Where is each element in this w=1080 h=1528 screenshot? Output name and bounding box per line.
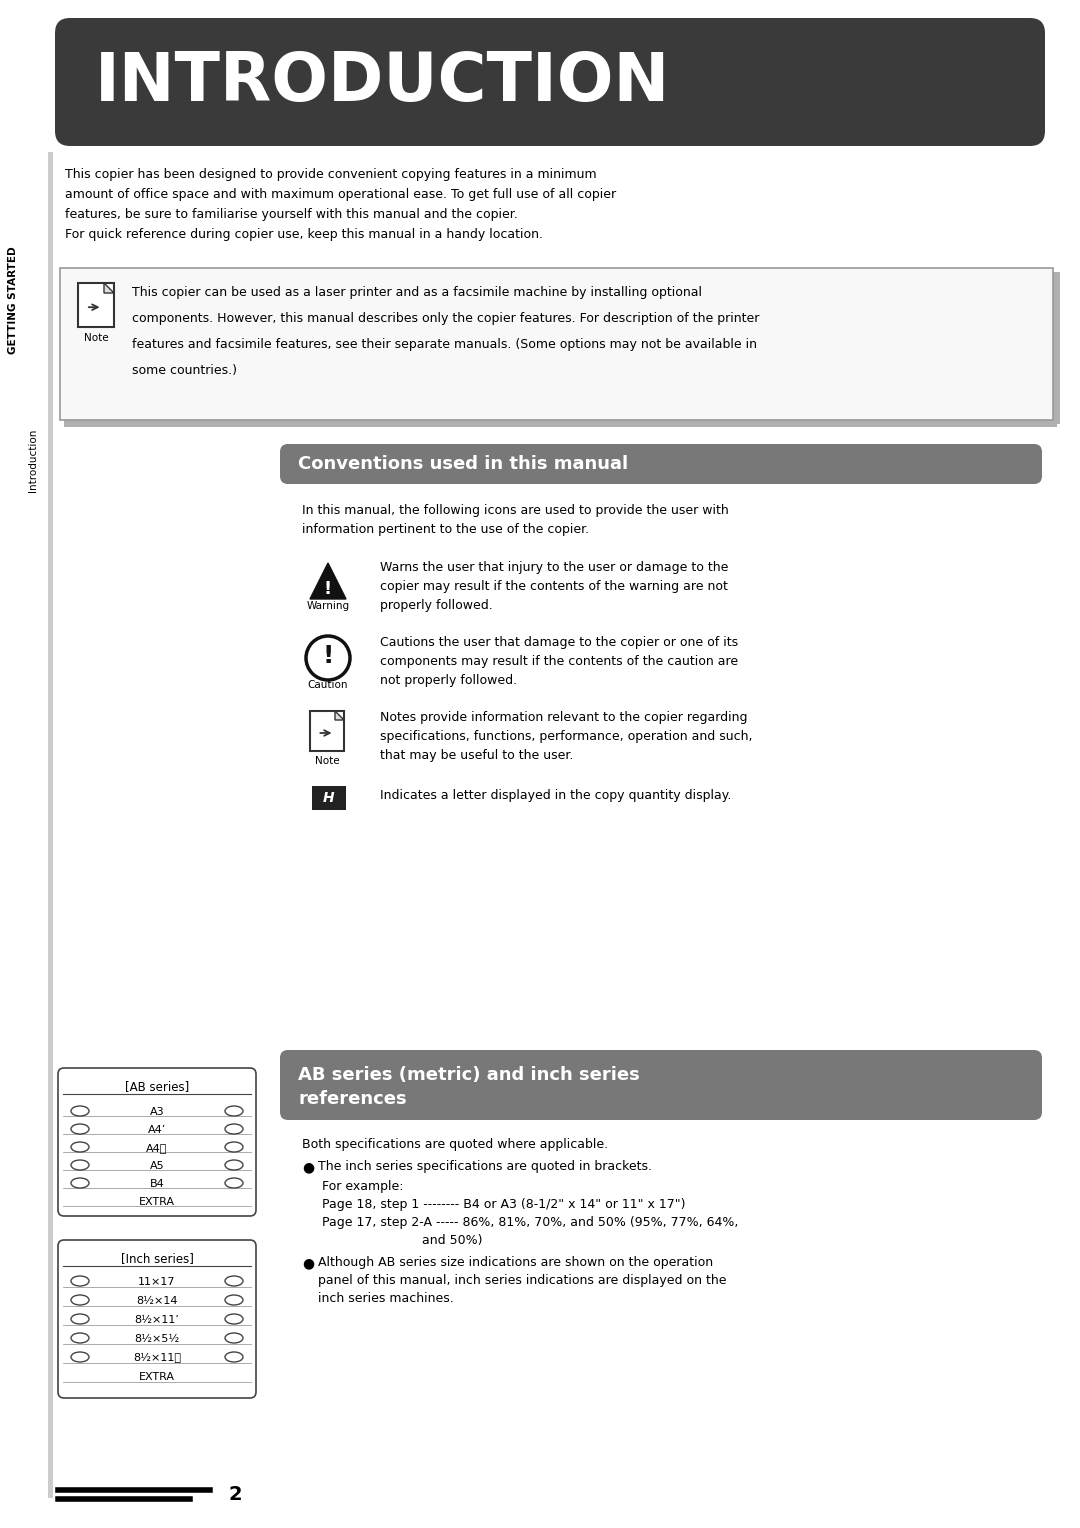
Text: Warns the user that injury to the user or damage to the: Warns the user that injury to the user o… (380, 561, 728, 575)
FancyBboxPatch shape (280, 445, 1042, 484)
Ellipse shape (71, 1352, 89, 1361)
Text: amount of office space and with maximum operational ease. To get full use of all: amount of office space and with maximum … (65, 188, 616, 202)
Ellipse shape (225, 1276, 243, 1287)
Text: Cautions the user that damage to the copier or one of its: Cautions the user that damage to the cop… (380, 636, 738, 649)
Text: A5: A5 (150, 1161, 164, 1170)
Text: Notes provide information relevant to the copier regarding: Notes provide information relevant to th… (380, 711, 747, 724)
Bar (310, 711, 345, 750)
Text: For quick reference during copier use, keep this manual in a handy location.: For quick reference during copier use, k… (65, 228, 543, 241)
Text: B4: B4 (150, 1180, 164, 1189)
Ellipse shape (71, 1106, 89, 1115)
Text: features, be sure to familiarise yourself with this manual and the copier.: features, be sure to familiarise yoursel… (65, 208, 517, 222)
Text: Warning: Warning (307, 601, 350, 611)
Text: Both specifications are quoted where applicable.: Both specifications are quoted where app… (302, 1138, 608, 1151)
Ellipse shape (71, 1314, 89, 1323)
Text: Conventions used in this manual: Conventions used in this manual (298, 455, 629, 474)
Text: Note: Note (314, 756, 339, 766)
Circle shape (306, 636, 350, 680)
FancyBboxPatch shape (58, 1068, 256, 1216)
Text: some countries.): some countries.) (132, 364, 237, 377)
Ellipse shape (225, 1314, 243, 1323)
Text: INTRODUCTION: INTRODUCTION (95, 49, 671, 115)
Text: properly followed.: properly followed. (380, 599, 492, 613)
Text: panel of this manual, inch series indications are displayed on the: panel of this manual, inch series indica… (318, 1274, 727, 1287)
Text: Page 17, step 2-A ----- 86%, 81%, 70%, and 50% (95%, 77%, 64%,: Page 17, step 2-A ----- 86%, 81%, 70%, a… (322, 1216, 739, 1229)
FancyBboxPatch shape (280, 1050, 1042, 1120)
Text: EXTRA: EXTRA (139, 1372, 175, 1381)
Ellipse shape (225, 1106, 243, 1115)
Text: specifications, functions, performance, operation and such,: specifications, functions, performance, … (380, 730, 753, 743)
Ellipse shape (225, 1160, 243, 1170)
Text: components. However, this manual describes only the copier features. For descrip: components. However, this manual describ… (132, 312, 759, 325)
Bar (78, 283, 114, 327)
Text: ●: ● (302, 1256, 314, 1270)
Text: copier may result if the contents of the warning are not: copier may result if the contents of the… (380, 581, 728, 593)
Text: 8½×11’: 8½×11’ (135, 1316, 179, 1325)
Bar (48, 151, 53, 1497)
Text: components may result if the contents of the caution are: components may result if the contents of… (380, 656, 738, 668)
Text: In this manual, the following icons are used to provide the user with: In this manual, the following icons are … (302, 504, 729, 516)
Text: !: ! (322, 643, 334, 668)
Text: features and facsimile features, see their separate manuals. (Some options may n: features and facsimile features, see the… (132, 338, 757, 351)
Ellipse shape (71, 1296, 89, 1305)
Text: [AB series]: [AB series] (125, 1080, 189, 1093)
Ellipse shape (225, 1141, 243, 1152)
Text: ●: ● (302, 1160, 314, 1174)
Text: Page 18, step 1 -------- B4 or A3 (8-1/2" x 14" or 11" x 17"): Page 18, step 1 -------- B4 or A3 (8-1/2… (322, 1198, 686, 1212)
Ellipse shape (71, 1276, 89, 1287)
Text: 8½×5½: 8½×5½ (134, 1334, 179, 1345)
Text: H: H (323, 792, 335, 805)
Text: Indicates a letter displayed in the copy quantity display.: Indicates a letter displayed in the copy… (380, 788, 731, 802)
Text: A3: A3 (150, 1106, 164, 1117)
Text: inch series machines.: inch series machines. (318, 1293, 454, 1305)
Ellipse shape (225, 1178, 243, 1187)
Ellipse shape (71, 1160, 89, 1170)
Polygon shape (335, 711, 345, 720)
FancyBboxPatch shape (58, 1241, 256, 1398)
Text: Although AB series size indications are shown on the operation: Although AB series size indications are … (318, 1256, 713, 1268)
Text: A4’: A4’ (148, 1125, 166, 1135)
Text: This copier can be used as a laser printer and as a facsimile machine by install: This copier can be used as a laser print… (132, 286, 702, 299)
Ellipse shape (71, 1125, 89, 1134)
Text: 8½×14: 8½×14 (136, 1296, 178, 1306)
Ellipse shape (225, 1332, 243, 1343)
Text: EXTRA: EXTRA (139, 1196, 175, 1207)
Text: For example:: For example: (322, 1180, 404, 1193)
Text: information pertinent to the use of the copier.: information pertinent to the use of the … (302, 523, 589, 536)
Text: 11×17: 11×17 (138, 1277, 176, 1287)
Text: and 50%): and 50%) (422, 1235, 483, 1247)
Ellipse shape (225, 1352, 243, 1361)
Text: references: references (298, 1089, 407, 1108)
Text: 2: 2 (228, 1485, 242, 1504)
Text: 8½×11Ⓡ: 8½×11Ⓡ (133, 1352, 181, 1363)
Polygon shape (104, 283, 114, 293)
Text: [Inch series]: [Inch series] (121, 1251, 193, 1265)
Text: This copier has been designed to provide convenient copying features in a minimu: This copier has been designed to provide… (65, 168, 596, 180)
Ellipse shape (225, 1125, 243, 1134)
Ellipse shape (71, 1178, 89, 1187)
Bar (1053, 272, 1059, 423)
Text: !: ! (324, 581, 332, 597)
Polygon shape (310, 562, 346, 599)
Text: AB series (metric) and inch series: AB series (metric) and inch series (298, 1067, 639, 1083)
Ellipse shape (71, 1141, 89, 1152)
Bar (60, 267, 1053, 420)
Bar (64, 420, 1057, 426)
FancyBboxPatch shape (55, 18, 1045, 147)
Text: Introduction: Introduction (28, 428, 38, 492)
Text: that may be useful to the user.: that may be useful to the user. (380, 749, 573, 762)
Text: not properly followed.: not properly followed. (380, 674, 517, 688)
Text: GETTING STARTED: GETTING STARTED (8, 246, 18, 354)
Ellipse shape (71, 1332, 89, 1343)
Text: The inch series specifications are quoted in brackets.: The inch series specifications are quote… (318, 1160, 652, 1174)
Bar (312, 785, 346, 810)
Ellipse shape (225, 1296, 243, 1305)
Text: A4Ⓡ: A4Ⓡ (146, 1143, 167, 1154)
Text: Note: Note (83, 333, 108, 342)
Text: Caution: Caution (308, 680, 348, 691)
